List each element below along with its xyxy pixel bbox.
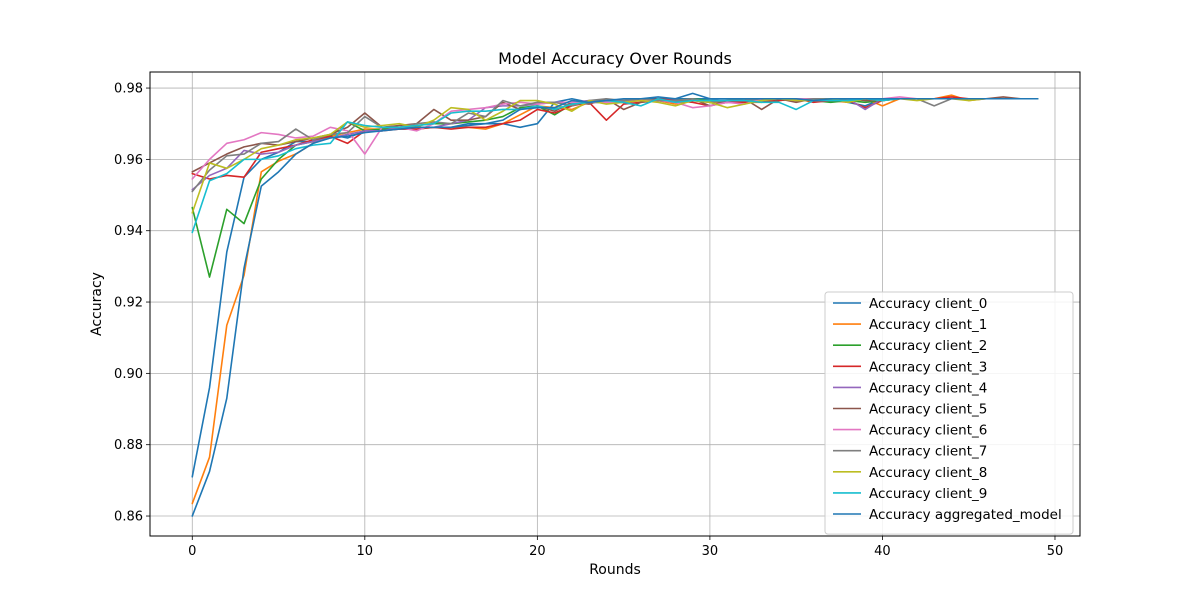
- y-tick-label: 0.88: [114, 438, 143, 453]
- legend-box: [824, 291, 1074, 535]
- legend-entry-label: Accuracy client_7: [869, 444, 987, 460]
- x-tick-label: 20: [529, 544, 546, 559]
- legend-entry-label: Accuracy client_4: [869, 380, 987, 396]
- x-tick-label: 0: [188, 544, 196, 559]
- legend-entry-label: Accuracy client_3: [869, 359, 987, 375]
- x-tick-label: 40: [874, 544, 891, 559]
- legend-entry-label: Accuracy client_2: [869, 338, 987, 354]
- x-tick-label: 30: [702, 544, 719, 559]
- legend-entry-label: Accuracy client_9: [869, 486, 987, 502]
- y-tick-label: 0.96: [114, 153, 143, 168]
- x-tick-label: 10: [357, 544, 374, 559]
- y-tick-label: 0.94: [114, 224, 143, 239]
- legend-entry-label: Accuracy client_0: [869, 296, 987, 312]
- series-lines: [191, 92, 1039, 517]
- y-axis-label: Accuracy: [89, 272, 105, 336]
- series-line-6: [191, 96, 1039, 180]
- legend-entry-label: Accuracy client_6: [869, 423, 987, 439]
- axis-ticks: 0 10 20 30 40 50 0.86 0.88 0.90 0.92 0.94 0.96 0.98: [114, 82, 1063, 559]
- x-tick-label: 50: [1047, 544, 1064, 559]
- chart-title: Model Accuracy Over Rounds: [498, 49, 732, 68]
- y-tick-label: 0.92: [114, 296, 143, 311]
- y-tick-label: 0.90: [114, 367, 143, 382]
- y-tick-label: 0.86: [114, 510, 143, 525]
- plot-frame: [149, 71, 1081, 537]
- legend-entry-label: Accuracy client_1: [869, 317, 987, 333]
- legend-entry-label: Accuracy client_5: [869, 402, 987, 418]
- legend-entry-label: Accuracy aggregated_model: [869, 507, 1062, 523]
- series-line-10: [191, 92, 1039, 517]
- legend: Accuracy client_0 Accuracy client_1 Accura…: [824, 291, 1074, 535]
- x-axis-label: Rounds: [589, 562, 641, 578]
- y-tick-label: 0.98: [114, 82, 143, 97]
- legend-entry-label: Accuracy client_8: [869, 465, 987, 481]
